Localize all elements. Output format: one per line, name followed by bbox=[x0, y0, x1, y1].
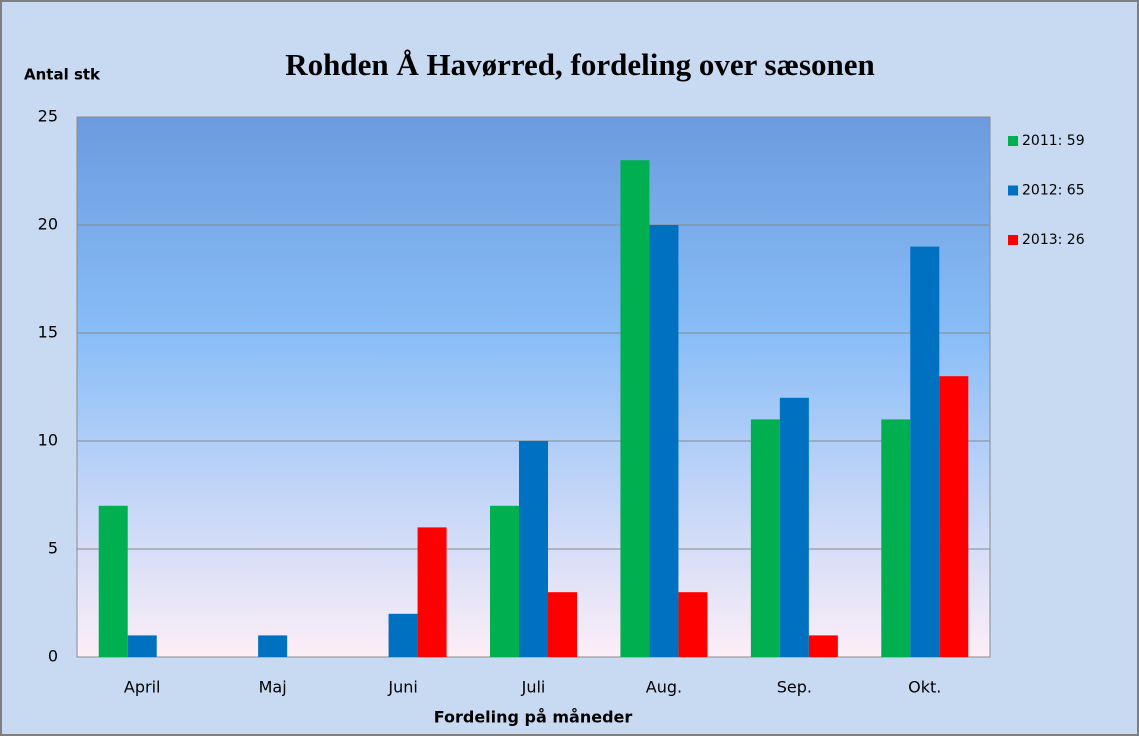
bar bbox=[388, 613, 418, 657]
bar bbox=[417, 527, 447, 657]
y-tick-label: 15 bbox=[38, 323, 58, 342]
y-tick-label: 20 bbox=[38, 215, 58, 234]
x-axis-label: Fordeling på måneder bbox=[434, 708, 633, 727]
x-tick-label: Aug. bbox=[646, 678, 682, 697]
legend-label: 2011: 59 bbox=[1022, 133, 1085, 149]
bar bbox=[127, 635, 157, 657]
bar bbox=[808, 635, 838, 657]
legend-swatch bbox=[1008, 185, 1018, 196]
y-tick-label: 5 bbox=[48, 539, 58, 558]
bar bbox=[519, 441, 548, 657]
bar bbox=[939, 376, 969, 657]
x-tick-label: Juni bbox=[387, 678, 417, 697]
bar bbox=[258, 635, 288, 657]
bar bbox=[750, 419, 780, 657]
bar bbox=[881, 419, 911, 657]
legend-label: 2012: 65 bbox=[1022, 183, 1085, 199]
y-tick-label: 0 bbox=[48, 647, 58, 666]
bar bbox=[678, 592, 708, 657]
legend-label: 2013: 26 bbox=[1022, 232, 1085, 248]
bar bbox=[490, 505, 519, 657]
x-tick-label: Okt. bbox=[908, 678, 941, 697]
x-tick-label: Juli bbox=[521, 678, 546, 697]
y-tick-label: 10 bbox=[38, 431, 58, 450]
bar bbox=[548, 592, 577, 657]
bar bbox=[910, 246, 940, 657]
legend-swatch bbox=[1008, 235, 1018, 245]
chart-title: Rohden Å Havørred, fordeling over sæsone… bbox=[285, 47, 875, 82]
x-tick-label: April bbox=[124, 678, 161, 697]
y-axis-label: Antal stk bbox=[24, 66, 101, 84]
bar bbox=[620, 160, 650, 657]
bar bbox=[649, 225, 679, 657]
x-tick-label: Sep. bbox=[777, 678, 812, 697]
bar bbox=[779, 397, 809, 657]
bar bbox=[98, 505, 128, 657]
y-tick-label: 25 bbox=[38, 107, 58, 126]
x-tick-label: Maj bbox=[259, 678, 287, 697]
legend-swatch bbox=[1008, 136, 1018, 146]
